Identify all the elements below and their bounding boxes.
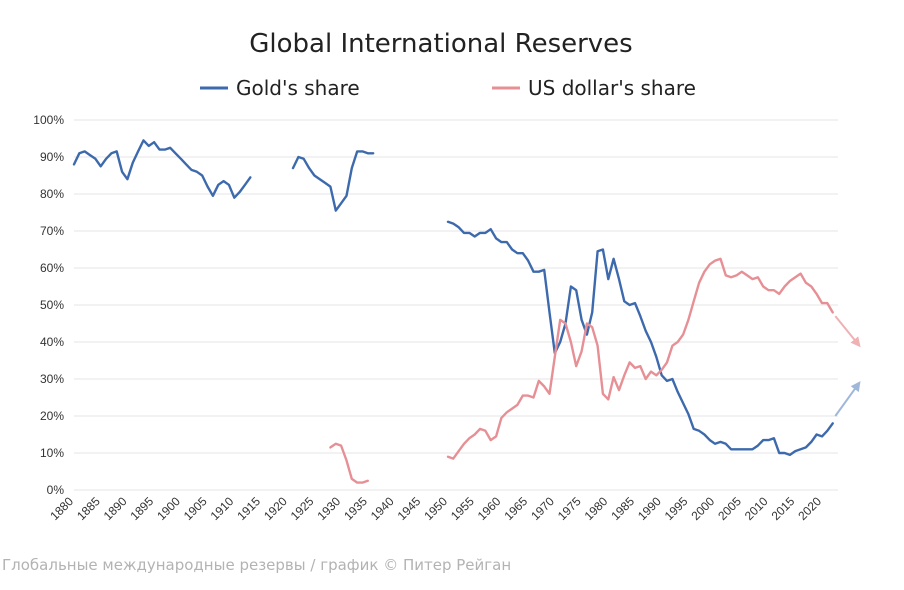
series-lines [72, 139, 834, 484]
x-tick-label: 2000 [688, 494, 717, 523]
x-tick-label: 1895 [127, 494, 156, 523]
x-axis-tick-labels: 1880188518901895190019051910191519201925… [47, 494, 824, 523]
series-line-usd-segment-2 [446, 257, 834, 460]
y-tick-label: 100% [33, 113, 64, 127]
x-tick-label: 1975 [555, 494, 584, 523]
x-tick-label: 1960 [475, 494, 504, 523]
line-chart: Global International Reserves Gold's sha… [33, 29, 861, 523]
x-tick-label: 1950 [421, 494, 450, 523]
series-line-gold-segment-2 [291, 150, 375, 212]
gridlines [74, 119, 838, 491]
x-tick-label: 1955 [448, 494, 477, 523]
x-tick-label: 1910 [208, 494, 237, 523]
x-tick-label: 1885 [74, 494, 103, 523]
series-line-gold-segment-3 [446, 220, 834, 457]
y-axis-tick-labels: 0% 10% 20% 30% 40% 50% 60% 70% 80% 90% 100% [33, 113, 64, 497]
x-tick-label: 1980 [582, 494, 611, 523]
chart-title: Global International Reserves [249, 29, 632, 59]
x-tick-label: 1905 [181, 494, 210, 523]
x-tick-label: 1970 [528, 494, 557, 523]
y-tick-label: 50% [40, 298, 64, 312]
x-tick-label: 1900 [154, 494, 183, 523]
x-tick-label: 1945 [395, 494, 424, 523]
x-tick-label: 1930 [314, 494, 343, 523]
x-tick-label: 1890 [101, 494, 130, 523]
gold-trend-arrow [834, 381, 861, 417]
legend-entry-gold: Gold's share [200, 76, 360, 100]
x-tick-label: 1880 [47, 494, 76, 523]
trend-arrows [834, 315, 861, 417]
x-tick-label: 1965 [501, 494, 530, 523]
x-tick-label: 2015 [769, 494, 798, 523]
x-tick-label: 2005 [715, 494, 744, 523]
legend-entry-usd: US dollar's share [492, 76, 696, 100]
y-tick-label: 90% [40, 150, 64, 164]
y-tick-label: 30% [40, 372, 64, 386]
x-tick-label: 1985 [608, 494, 637, 523]
x-tick-label: 1920 [261, 494, 290, 523]
legend-label-gold: Gold's share [236, 76, 360, 100]
x-tick-label: 1940 [368, 494, 397, 523]
y-tick-label: 80% [40, 187, 64, 201]
y-tick-label: 60% [40, 261, 64, 275]
y-tick-label: 20% [40, 409, 64, 423]
x-tick-label: 2010 [742, 494, 771, 523]
usd-trend-arrow [834, 315, 861, 348]
series-line-usd-segment-1 [329, 442, 369, 484]
x-tick-label: 1915 [234, 494, 263, 523]
x-tick-label: 2020 [795, 494, 824, 523]
y-tick-label: 10% [40, 446, 64, 460]
y-tick-label: 40% [40, 335, 64, 349]
legend: Gold's share US dollar's share [200, 76, 696, 100]
legend-label-usd: US dollar's share [528, 76, 696, 100]
x-tick-label: 1935 [341, 494, 370, 523]
series-line-gold-segment-1 [72, 139, 252, 199]
x-tick-label: 1925 [288, 494, 317, 523]
y-tick-label: 70% [40, 224, 64, 238]
y-tick-label: 0% [47, 483, 65, 497]
x-tick-label: 1990 [635, 494, 664, 523]
x-tick-label: 1995 [662, 494, 691, 523]
image-caption: Глобальные международные резервы / графи… [2, 556, 512, 574]
